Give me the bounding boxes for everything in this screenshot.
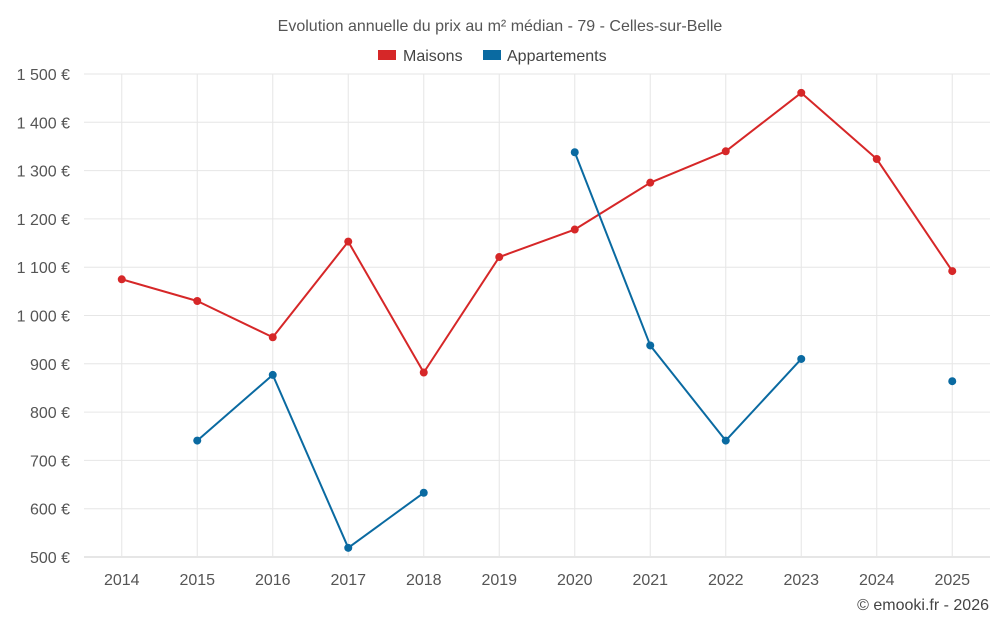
series-appartements bbox=[193, 148, 957, 552]
y-tick-label: 700 € bbox=[30, 453, 70, 470]
data-point-maisons[interactable] bbox=[797, 88, 806, 97]
data-point-appartements[interactable] bbox=[721, 436, 730, 445]
y-tick-label: 1 300 € bbox=[17, 164, 70, 181]
legend-item-appartements[interactable]: Appartements bbox=[483, 48, 607, 65]
y-tick-label: 800 € bbox=[30, 405, 70, 422]
y-tick-label: 1 500 € bbox=[17, 67, 70, 84]
x-tick-label: 2024 bbox=[859, 572, 895, 589]
data-point-maisons[interactable] bbox=[193, 297, 202, 306]
data-point-appartements[interactable] bbox=[419, 488, 428, 497]
y-tick-label: 900 € bbox=[30, 357, 70, 374]
x-tick-label: 2014 bbox=[104, 572, 140, 589]
data-point-appartements[interactable] bbox=[268, 370, 277, 379]
data-point-maisons[interactable] bbox=[419, 368, 428, 377]
data-point-maisons[interactable] bbox=[495, 253, 504, 262]
legend-label: Maisons bbox=[403, 48, 463, 65]
x-tick-label: 2017 bbox=[330, 572, 366, 589]
x-tick-label: 2021 bbox=[632, 572, 668, 589]
data-point-maisons[interactable] bbox=[344, 237, 353, 246]
x-tick-label: 2016 bbox=[255, 572, 291, 589]
y-axis: 500 € 600 € 700 € 800 € 900 € 1 000 € 1 100 € 1… bbox=[17, 67, 70, 567]
data-point-maisons[interactable] bbox=[646, 178, 655, 187]
x-tick-label: 2022 bbox=[708, 572, 744, 589]
y-tick-label: 1 000 € bbox=[17, 309, 70, 326]
legend-item-maisons[interactable]: Maisons bbox=[378, 48, 463, 65]
x-tick-label: 2025 bbox=[934, 572, 970, 589]
data-point-appartements[interactable] bbox=[193, 436, 202, 445]
legend-swatch bbox=[378, 50, 396, 60]
data-point-maisons[interactable] bbox=[570, 225, 579, 234]
data-point-maisons[interactable] bbox=[117, 275, 126, 284]
data-point-maisons[interactable] bbox=[721, 147, 730, 156]
y-tick-label: 1 200 € bbox=[17, 212, 70, 229]
series-line-appartements bbox=[196, 373, 425, 549]
x-tick-label: 2019 bbox=[481, 572, 517, 589]
x-axis: 2014 2015 2016 2017 2018 2019 2020 2021 2022 2023… bbox=[104, 572, 970, 589]
data-point-appartements[interactable] bbox=[570, 148, 579, 157]
y-tick-label: 1 400 € bbox=[17, 115, 70, 132]
credit: © emooki.fr - 2026 bbox=[857, 597, 989, 614]
data-point-maisons[interactable] bbox=[268, 333, 277, 342]
data-point-maisons[interactable] bbox=[948, 267, 957, 276]
data-point-appartements[interactable] bbox=[344, 543, 353, 552]
y-tick-label: 500 € bbox=[30, 550, 70, 567]
data-point-appartements[interactable] bbox=[797, 354, 806, 363]
y-tick-label: 1 100 € bbox=[17, 260, 70, 277]
legend-label: Appartements bbox=[507, 48, 607, 65]
x-tick-label: 2023 bbox=[783, 572, 819, 589]
data-point-appartements[interactable] bbox=[948, 377, 957, 386]
series-line-appartements bbox=[573, 151, 802, 442]
x-tick-label: 2020 bbox=[557, 572, 593, 589]
x-tick-label: 2018 bbox=[406, 572, 442, 589]
y-tick-label: 600 € bbox=[30, 502, 70, 519]
legend-swatch bbox=[483, 50, 501, 60]
chart-title: Evolution annuelle du prix au m² médian … bbox=[278, 18, 723, 35]
series-line-maisons bbox=[121, 91, 954, 374]
data-point-appartements[interactable] bbox=[646, 341, 655, 350]
x-tick-label: 2015 bbox=[179, 572, 215, 589]
series-maisons bbox=[117, 88, 957, 377]
legend: Maisons Appartements bbox=[378, 48, 607, 65]
data-point-maisons[interactable] bbox=[872, 155, 881, 164]
grid bbox=[84, 73, 990, 558]
series-layer bbox=[117, 88, 957, 552]
